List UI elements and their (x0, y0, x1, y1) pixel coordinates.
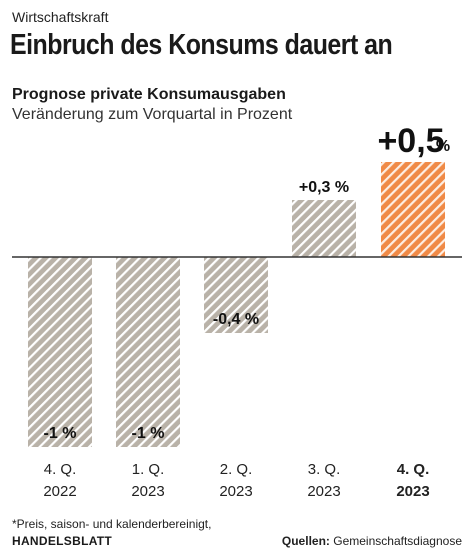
category-quarter-1: 1. Q. (132, 461, 165, 478)
category-quarter-4: 4. Q. (397, 461, 430, 478)
headline: Einbruch des Konsums dauert an (10, 29, 393, 61)
brand-logo: HANDELSBLATT (12, 534, 113, 548)
value-label-3: +0,3 % (299, 179, 349, 196)
chart-title: Prognose private Konsumausgaben (12, 86, 286, 103)
value-label-0: -1 % (44, 425, 77, 442)
bar-4 (381, 162, 445, 257)
source: Quellen: Gemeinschaftsdiagnose (282, 534, 462, 548)
kicker: Wirtschaftskraft (12, 9, 109, 25)
category-year-4: 2023 (396, 483, 429, 500)
category-year-1: 2023 (131, 483, 164, 500)
category-quarter-2: 2. Q. (220, 461, 253, 478)
source-label: Quellen: (281, 534, 330, 548)
chart-subtitle: Veränderung zum Vorquartal in Prozent (12, 106, 293, 123)
bar-2 (204, 257, 268, 333)
category-quarter-0: 4. Q. (44, 461, 77, 478)
category-year-3: 2023 (307, 483, 340, 500)
value-label-2: -0,4 % (213, 311, 259, 328)
footnote: *Preis, saison- und kalenderbereinigt, (12, 517, 212, 531)
bar-3 (292, 200, 356, 257)
bar-0 (28, 257, 92, 447)
source-value: Gemeinschaftsdiagnose (333, 534, 462, 548)
value-label-1: -1 % (132, 425, 165, 442)
bar-1 (116, 257, 180, 447)
category-year-2: 2023 (219, 483, 252, 500)
value-label-unit: % (436, 138, 450, 155)
value-label-highlight: +0,5 (377, 122, 444, 160)
category-year-0: 2022 (43, 483, 76, 500)
bar-chart: -1 % 4. Q. 2022 -1 % 1. Q. 2023 -0,4 % 2. Q. 202… (12, 122, 462, 500)
category-quarter-3: 3. Q. (308, 461, 341, 478)
